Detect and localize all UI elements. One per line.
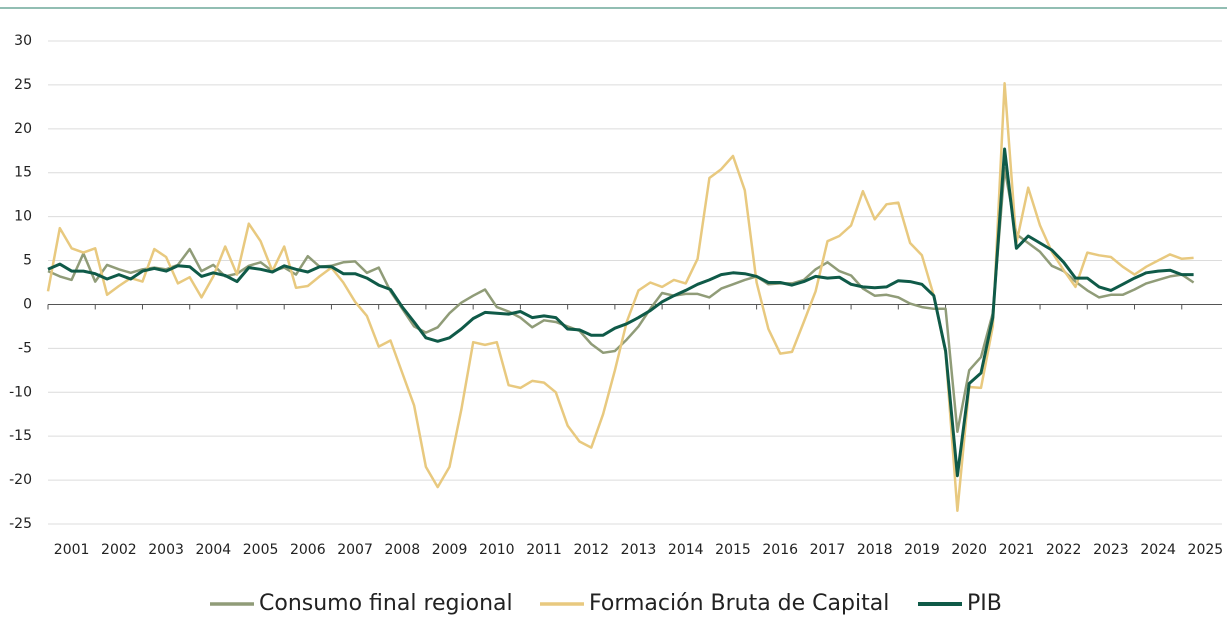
- x-tick-label: 2024: [1140, 542, 1176, 558]
- y-tick-label: -10: [9, 384, 32, 400]
- line: [46, 81, 1194, 513]
- x-tick-label: 2017: [810, 542, 846, 558]
- legend-label: Consumo final regional: [259, 591, 513, 616]
- legend-label: Formación Bruta de Capital: [589, 591, 889, 616]
- x-tick-label: 2021: [999, 542, 1035, 558]
- x-tick-label: 2010: [479, 542, 515, 558]
- x-tick-label: 2006: [290, 542, 326, 558]
- x-tick-label: 2025: [1188, 542, 1224, 558]
- y-tick-label: 0: [23, 296, 32, 312]
- x-tick-label: 2015: [715, 542, 751, 558]
- x-tick-label: 2012: [573, 542, 609, 558]
- x-tick-label: 2003: [148, 542, 184, 558]
- x-tick-label: 2009: [432, 542, 468, 558]
- y-tick-label: -15: [9, 428, 32, 444]
- x-tick-label: 2018: [857, 542, 893, 558]
- x-tick-label: 2001: [54, 542, 90, 558]
- x-tick-label: 2022: [1046, 542, 1082, 558]
- y-tick-label: 10: [14, 209, 32, 225]
- x-tick-label: 2011: [526, 542, 562, 558]
- x-tick-label: 2007: [337, 542, 373, 558]
- y-tick-label: 30: [14, 33, 32, 49]
- x-tick-label: 2008: [384, 542, 420, 558]
- y-tick-label: 5: [23, 253, 32, 269]
- legend-label: PIB: [967, 591, 1002, 616]
- x-tick-label: 2005: [243, 542, 279, 558]
- x-tick-label: 2002: [101, 542, 137, 558]
- x-tick-label: 2019: [904, 542, 940, 558]
- x-tick-label: 2020: [951, 542, 987, 558]
- line: [47, 147, 1194, 478]
- x-tick-label: 2004: [196, 542, 232, 558]
- y-tick-label: 15: [14, 165, 32, 181]
- y-tick-label: -5: [18, 340, 32, 356]
- y-tick-label: -25: [9, 516, 32, 532]
- y-tick-label: 20: [14, 121, 32, 137]
- y-tick-label: 25: [14, 77, 32, 93]
- x-tick-label: 2013: [621, 542, 657, 558]
- y-tick-label: -20: [9, 472, 32, 488]
- x-tick-label: 2014: [668, 542, 704, 558]
- x-tick-label: 2016: [762, 542, 798, 558]
- x-tick-label: 2023: [1093, 542, 1129, 558]
